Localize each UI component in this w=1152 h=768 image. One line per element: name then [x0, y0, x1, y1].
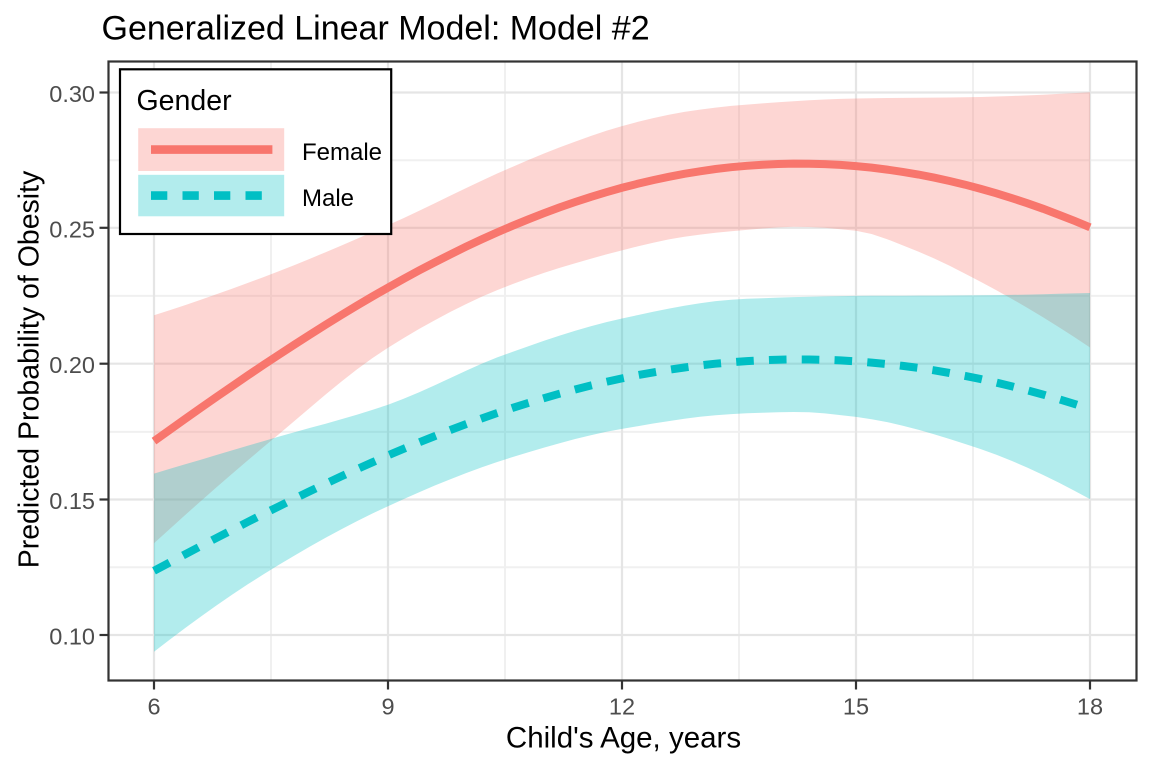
svg-text:0.25: 0.25	[49, 216, 95, 242]
svg-text:Predicted Probability of Obesi: Predicted Probability of Obesity	[14, 170, 46, 568]
svg-text:18: 18	[1077, 694, 1103, 720]
svg-text:Gender: Gender	[137, 85, 233, 117]
svg-text:9: 9	[381, 694, 394, 720]
svg-text:12: 12	[609, 694, 635, 720]
svg-text:15: 15	[843, 694, 869, 720]
svg-text:Female: Female	[302, 139, 382, 166]
svg-text:6: 6	[147, 694, 160, 720]
svg-text:Male: Male	[302, 185, 354, 212]
svg-text:Child's Age, years: Child's Age, years	[506, 722, 741, 755]
svg-text:Generalized Linear Model: Mode: Generalized Linear Model: Model #2	[102, 10, 650, 48]
svg-text:0.20: 0.20	[49, 352, 95, 378]
svg-text:0.10: 0.10	[49, 624, 95, 650]
svg-text:0.15: 0.15	[49, 488, 95, 514]
svg-text:0.30: 0.30	[49, 81, 95, 107]
